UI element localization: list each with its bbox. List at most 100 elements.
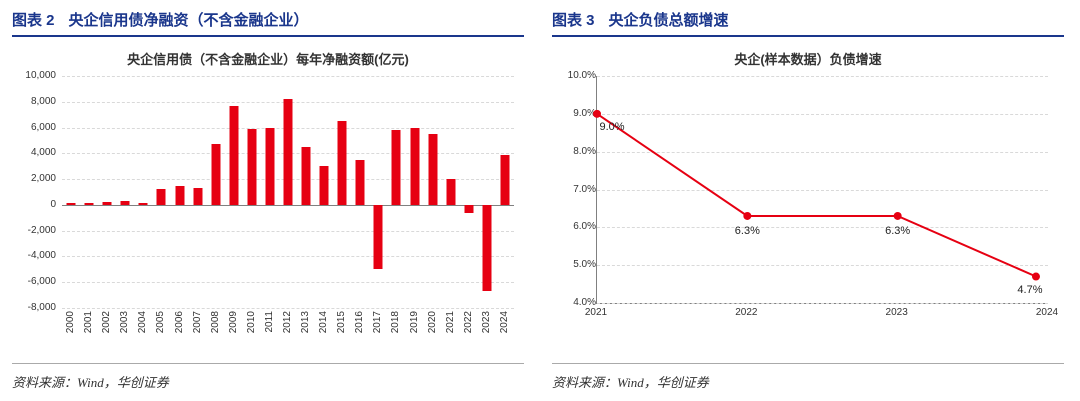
data-point-label: 6.3% (885, 224, 911, 237)
figure-header: 图表 2 央企信用债净融资（不含金融企业） (12, 8, 524, 37)
gridline (62, 76, 514, 77)
y-tick-label: -2,000 (27, 224, 56, 236)
x-tick-label: 2009 (227, 311, 239, 334)
data-point-label: 6.3% (734, 224, 760, 237)
x-tick-label: 2004 (137, 311, 149, 334)
bar-2019 (410, 127, 420, 205)
y-tick-label: 8,000 (30, 95, 56, 107)
x-tick-label: 2001 (83, 311, 95, 334)
bar-2002 (102, 201, 112, 205)
x-tick-label: 2023 (480, 311, 492, 334)
bar-2007 (193, 188, 203, 205)
gridline (597, 303, 1048, 304)
bar-2005 (156, 189, 166, 205)
bar-chart-area: 10,000 8,000 6,000 4,000 2,000 0 -2,000 -4,000 -… (12, 70, 524, 352)
figure-title: 央企信用债净融资（不含金融企业） (68, 12, 309, 29)
figure-number: 图表 2 (12, 12, 55, 29)
x-tick-label: 2019 (408, 311, 420, 334)
source-note: 资料来源：Wind，华创证券 (552, 363, 1064, 391)
x-axis-labels: 2000 2001 2002 2003 2004 2005 2006 2007 2008 2009… (62, 308, 514, 352)
bar-plot (62, 76, 514, 309)
x-tick-label: 2012 (282, 311, 293, 334)
x-tick-label: 2003 (119, 311, 131, 334)
x-tick-label: 2000 (65, 311, 77, 334)
line-plot: 9.0% 6.3% 6.3% 4.7% (593, 76, 1048, 304)
x-tick-label: 2020 (426, 311, 438, 334)
y-tick-label: 4.0% (573, 297, 596, 308)
y-tick-label: 10.0% (567, 70, 596, 81)
chart-title: 央企信用债（不含金融企业）每年净融资额(亿元) (127, 52, 409, 67)
data-point-marker (893, 211, 902, 220)
bar-2010 (247, 128, 257, 205)
bar-2022 (464, 204, 474, 213)
y-tick-label: 9.0% (573, 107, 596, 119)
figure-header: 图表 3 央企负债总额增速 (552, 8, 1064, 37)
figure-panel-2: 图表 2 央企信用债净融资（不含金融企业） 央企信用债（不含金融企业）每年净融资… (12, 8, 524, 391)
zero-axis-line (62, 204, 514, 206)
gridline (62, 230, 514, 232)
gridline (62, 282, 514, 284)
y-tick-label: -8,000 (27, 302, 56, 313)
x-tick-label: 2014 (318, 311, 330, 334)
x-tick-label: 2022 (735, 307, 758, 318)
x-tick-label: 2005 (155, 311, 167, 334)
x-tick-label: 2010 (245, 311, 257, 334)
x-tick-label: 2024 (1035, 307, 1059, 318)
gridline (62, 256, 514, 258)
x-tick-label: 2013 (300, 311, 312, 334)
y-tick-label: -4,000 (27, 250, 56, 262)
y-tick-label: 7.0% (573, 183, 596, 195)
x-tick-label: 2023 (885, 307, 908, 318)
y-tick-label: 5.0% (573, 259, 596, 271)
y-tick-label: 6,000 (30, 121, 56, 133)
gridline (597, 227, 1048, 229)
bar-2000 (66, 203, 76, 205)
bar-2001 (84, 203, 94, 205)
source-note: 资料来源：Wind，华创证券 (12, 363, 524, 391)
gridline (62, 308, 514, 309)
y-tick-label: 10,000 (25, 70, 56, 81)
x-tick-label: 2022 (462, 311, 474, 334)
line-chart-area: 10.0% 9.0% 8.0% 7.0% 6.0% 5.0% 4.0% 9.0% 6.3% 6.… (552, 70, 1064, 320)
y-axis-labels: 10.0% 9.0% 8.0% 7.0% 6.0% 5.0% 4.0% (552, 70, 596, 320)
data-point-marker (593, 109, 601, 118)
x-tick-label: 2018 (390, 311, 402, 334)
bar-2018 (391, 130, 401, 205)
x-tick-label: 2006 (173, 311, 185, 334)
x-tick-label: 2017 (372, 311, 384, 334)
x-tick-label: 2015 (336, 311, 348, 334)
bar-2020 (428, 134, 438, 205)
x-tick-label: 2021 (444, 311, 456, 334)
x-tick-label: 2016 (354, 311, 366, 334)
bar-2009 (229, 105, 239, 205)
figure-title: 央企负债总额增速 (608, 12, 729, 29)
data-point-marker (743, 211, 752, 220)
data-point-label: 9.0% (599, 120, 625, 133)
bar-2008 (211, 144, 221, 205)
y-tick-label: 2,000 (30, 173, 56, 185)
x-tick-label: 2024 (498, 311, 510, 334)
x-tick-label: 2002 (101, 311, 113, 334)
gridline (597, 151, 1048, 153)
gridline (597, 189, 1048, 191)
data-point-label: 4.7% (1017, 283, 1043, 296)
bar-2006 (175, 185, 185, 205)
y-axis-labels: 10,000 8,000 6,000 4,000 2,000 0 -2,000 -4,000 -… (12, 70, 56, 352)
figure-number: 图表 3 (552, 12, 595, 29)
y-tick-label: 4,000 (30, 147, 56, 159)
x-tick-label: 2021 (584, 307, 608, 318)
bar-2023 (482, 204, 492, 292)
bar-2017 (373, 204, 383, 270)
y-tick-label: 6.0% (573, 221, 596, 233)
bar-2003 (120, 201, 130, 205)
bar-2011 (265, 127, 275, 205)
x-axis-labels: 2021 2022 2023 2024 (585, 304, 1058, 320)
gridline (597, 265, 1048, 267)
y-tick-label: 0 (50, 198, 56, 210)
bar-2021 (446, 179, 456, 205)
bar-2014 (319, 166, 329, 205)
chart-title: 央企(样本数据）负债增速 (734, 52, 882, 67)
bar-2013 (301, 146, 311, 205)
y-tick-label: 8.0% (573, 145, 596, 157)
